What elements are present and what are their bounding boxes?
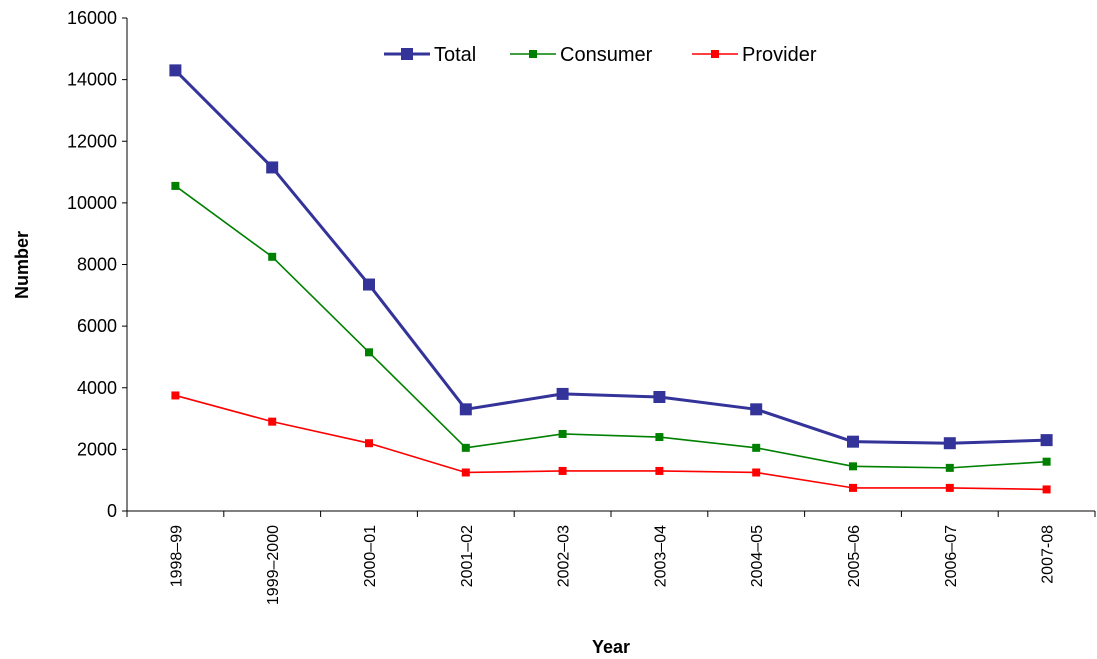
legend-swatch-marker [529,50,537,58]
data-point [945,483,954,492]
chart-legend: Total Consumer Provider [384,44,817,66]
data-point [945,463,954,472]
data-point [268,252,277,261]
x-tick-label: 2005–06 [846,525,863,587]
data-point [558,429,567,438]
data-point [750,403,763,416]
data-point [847,435,859,448]
data-point [459,403,472,416]
legend-label: Total [434,44,476,66]
data-point [653,390,666,403]
data-point [849,483,857,492]
data-point [268,417,277,426]
data-point [365,439,373,448]
data-point [461,468,470,477]
y-tick-label: 14000 [67,70,117,90]
legend-swatch-marker [711,50,719,58]
data-point [655,433,664,442]
x-tick-label: 2006–07 [943,525,960,587]
legend-label: Provider [742,44,817,66]
y-tick-label: 2000 [77,439,117,459]
series-provider [171,391,1051,494]
x-tick-label: 2000–01 [362,525,379,587]
series-consumer [171,181,1051,472]
y-tick-label: 4000 [77,378,117,398]
x-tick-label: 1999–2000 [265,525,282,605]
data-point [556,387,569,400]
y-tick-label: 0 [107,501,117,521]
series-total [169,64,1053,450]
y-tick-label: 10000 [67,193,117,213]
y-tick-label: 8000 [77,255,117,275]
data-point [1042,485,1051,494]
x-tick-label: 1998–99 [168,525,185,587]
data-point [752,468,761,477]
data-point [365,348,373,357]
chart-axes: 0 2000 4000 6000 8000 10000 12000 14000 16000 199… [67,8,1096,605]
data-point [1040,434,1053,447]
data-point [171,391,180,400]
data-point [752,443,761,452]
data-point [171,181,180,190]
data-point [558,466,567,475]
data-point [1042,457,1051,466]
series-line [174,69,1047,445]
data-point [461,443,470,452]
data-point [943,437,956,450]
x-axis-label: Year [592,637,630,657]
x-tick-label: 2004–05 [749,525,766,587]
data-point [849,462,857,471]
legend-item-provider: Provider [692,44,817,66]
legend-item-total: Total [384,44,476,66]
legend-item-consumer: Consumer [510,44,653,66]
data-point [266,161,279,174]
y-tick-label: 12000 [67,131,117,151]
legend-label: Consumer [560,44,653,66]
x-tick-label: 2003–04 [652,525,669,587]
series-line [175,394,1047,491]
y-axis-label: Number [12,231,32,299]
data-point [655,466,664,475]
legend-swatch-marker [401,48,413,60]
data-point [169,64,182,77]
x-tick-label: 2002–03 [556,525,573,587]
chart-series [169,64,1053,494]
y-tick-label: 6000 [77,316,117,336]
x-tick-label: 2007-08 [1040,525,1057,584]
data-point [363,278,375,291]
x-tick-label: 2001–02 [459,525,476,587]
y-tick-label: 16000 [67,8,117,28]
series-line [174,185,1047,469]
